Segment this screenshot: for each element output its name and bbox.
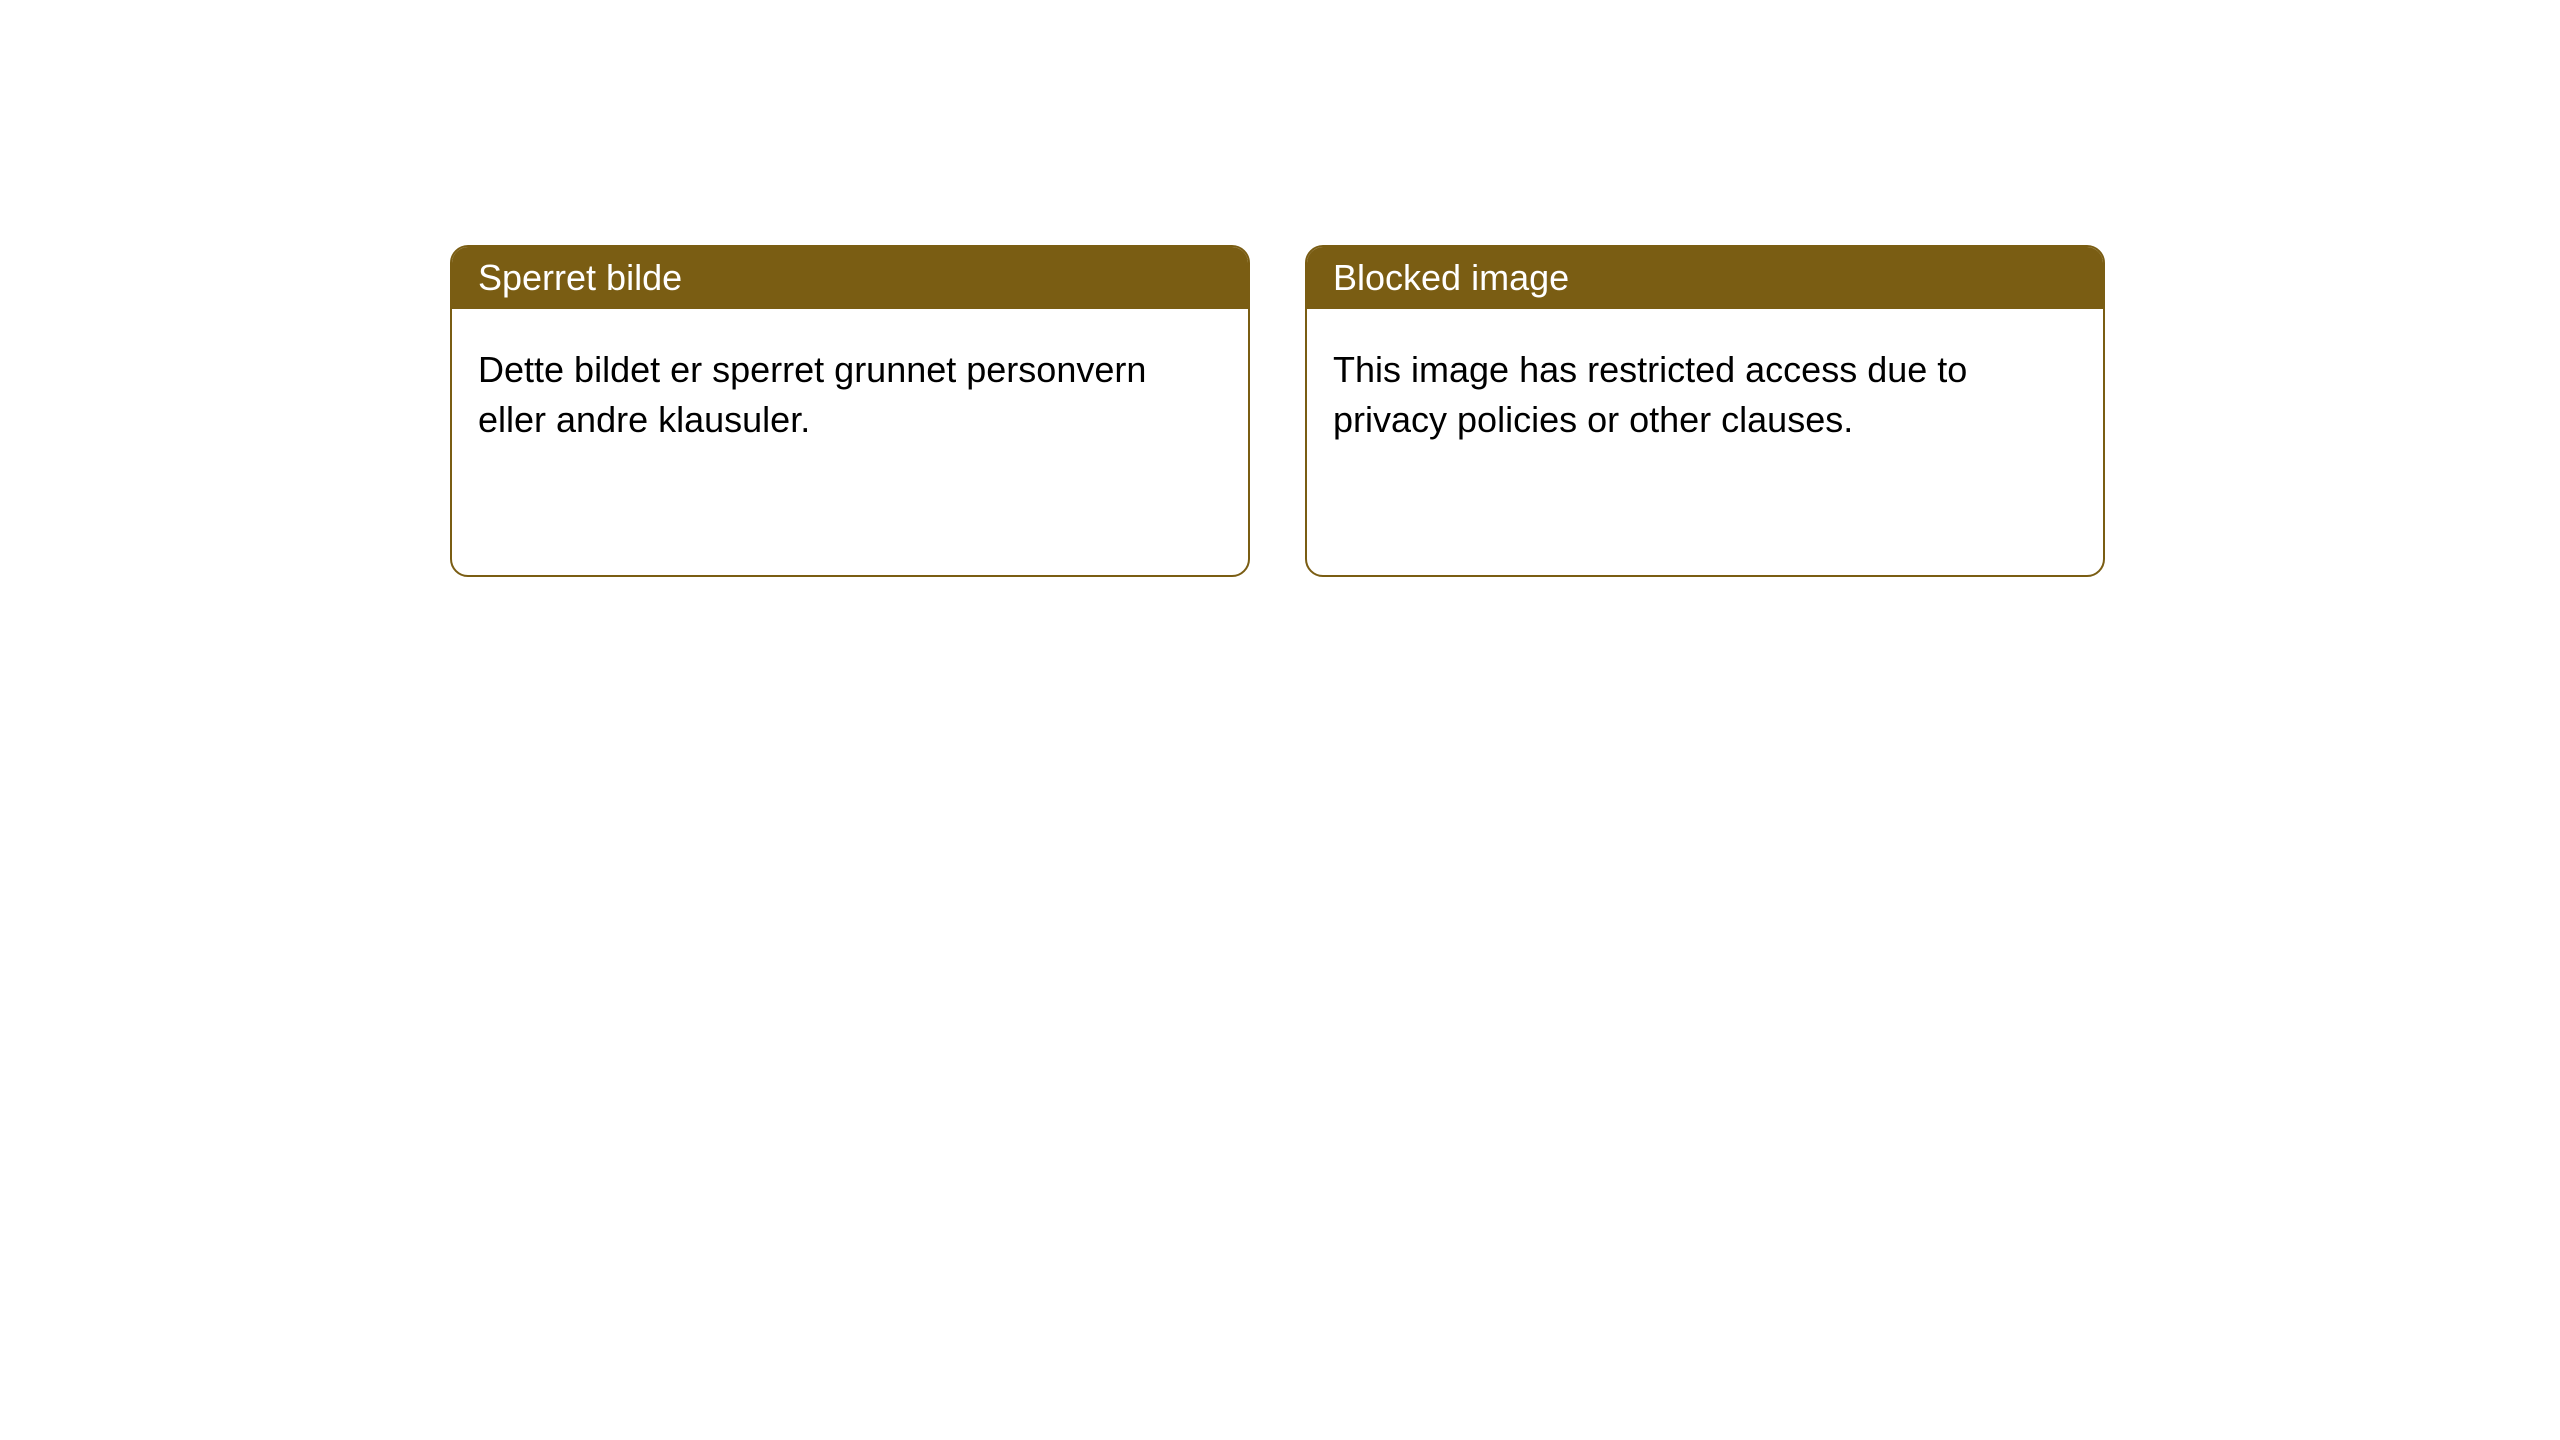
notice-card-norwegian: Sperret bilde Dette bildet er sperret gr… [450,245,1250,577]
card-body-text: Dette bildet er sperret grunnet personve… [478,349,1146,440]
card-body: This image has restricted access due to … [1307,309,2103,472]
card-header: Blocked image [1307,247,2103,309]
card-header: Sperret bilde [452,247,1248,309]
card-title: Blocked image [1333,257,1569,298]
notice-container: Sperret bilde Dette bildet er sperret gr… [0,0,2560,577]
card-body-text: This image has restricted access due to … [1333,349,1967,440]
notice-card-english: Blocked image This image has restricted … [1305,245,2105,577]
card-body: Dette bildet er sperret grunnet personve… [452,309,1248,472]
card-title: Sperret bilde [478,257,682,298]
